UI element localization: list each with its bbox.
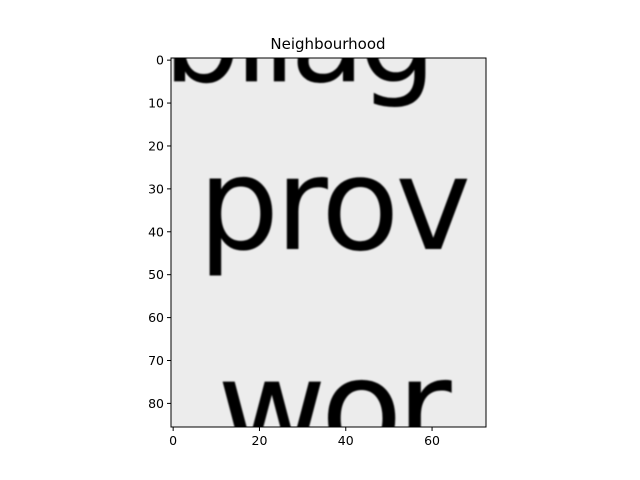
y-tick-label: 50 [148, 267, 164, 282]
plot-frame [170, 57, 487, 428]
word-fragment: prov [198, 131, 467, 280]
y-axis: 0 10 20 30 40 50 60 70 80 [148, 53, 171, 411]
x-tick-label: 40 [338, 433, 354, 448]
image-background [171, 58, 486, 427]
x-axis: 0 20 40 60 [169, 427, 440, 448]
word-fragment: bliag [163, 0, 430, 111]
x-tick-label: 60 [424, 433, 440, 448]
y-tick-label: 40 [148, 224, 164, 239]
y-tick-label: 30 [148, 181, 164, 196]
x-tick-label: 0 [169, 433, 177, 448]
y-tick-label: 10 [148, 96, 164, 111]
chart-title: Neighbourhood [270, 35, 385, 53]
y-tick-label: 20 [148, 138, 164, 153]
word-layer: bliag prov wor [163, 0, 471, 480]
image-plot: bliag prov wor [163, 0, 486, 480]
y-tick-label: 0 [156, 53, 164, 68]
word-fragment: wor [217, 331, 453, 480]
x-tick-label: 20 [252, 433, 268, 448]
y-tick-label: 60 [148, 310, 164, 325]
y-tick-label: 70 [148, 353, 164, 368]
y-tick-label: 80 [148, 396, 164, 411]
